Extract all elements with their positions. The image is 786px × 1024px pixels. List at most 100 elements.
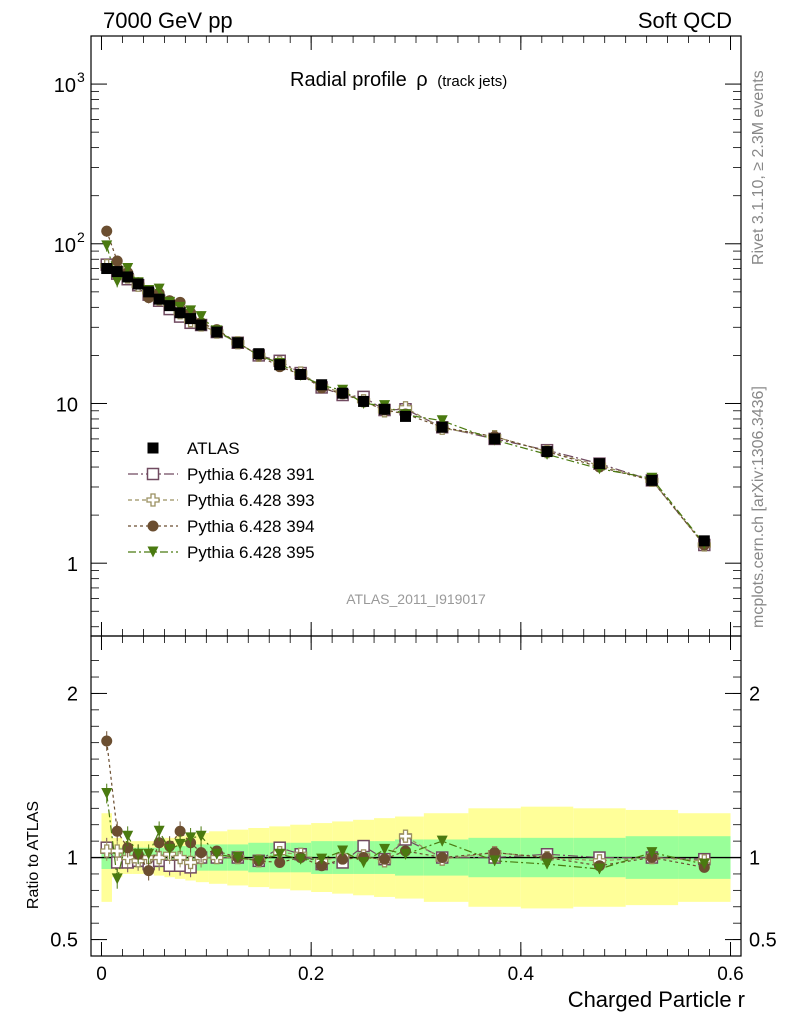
y-tick-exponent: 3 (77, 69, 85, 85)
y-tick-exponent: 2 (77, 229, 85, 245)
x-tick-label: 0.4 (508, 964, 535, 985)
ratio-point-pythia-6-428-395 (379, 843, 391, 855)
data-point-atlas (232, 337, 244, 349)
y-tick-label: 10 (54, 235, 76, 257)
data-point-atlas (274, 359, 286, 371)
data-point-pythia-6-428-394 (111, 255, 123, 267)
ratio-y-axis-label: Ratio to ATLAS (25, 801, 42, 909)
data-point-atlas (646, 474, 658, 486)
ratio-panel: 0 0.2 0.4 0.6 0.5 0.5 1 1 2 2 (50, 635, 777, 985)
ratio-point-pythia-6-428-395 (698, 858, 710, 870)
data-point-atlas (379, 403, 391, 415)
ratio-point-pythia-6-428-395 (174, 838, 186, 850)
ratio-point-pythia-6-428-395 (489, 855, 501, 867)
ratio-y-tick-label-right: 2 (749, 683, 760, 705)
data-point-atlas (101, 263, 113, 275)
ratio-point-pythia-6-428-395 (400, 848, 412, 860)
legend-marker-atlas (147, 442, 159, 454)
y-tick-label: 1 (67, 554, 78, 576)
ratio-point-pythia-6-428-393 (173, 850, 187, 865)
ratio-point-pythia-6-428-394 (101, 735, 113, 747)
ratio-point-pythia-6-428-395 (132, 848, 144, 860)
ratio-point-pythia-6-428-395 (646, 847, 658, 859)
x-axis-label: Charged Particle r (568, 987, 745, 1012)
legend: ATLAS Pythia 6.428 391 Pythia 6.428 393 Pyt… (128, 439, 315, 562)
rivet-label: Rivet 3.1.10, ≥ 2.3M events (750, 70, 767, 265)
data-point-atlas (185, 313, 197, 325)
data-point-atlas (132, 278, 144, 290)
ratio-point-pythia-6-428-395 (232, 852, 244, 864)
ratio-point-pythia-6-428-395 (195, 830, 207, 842)
chart-title-symbol: ρ (416, 69, 427, 91)
ratio-frame (90, 635, 742, 957)
legend-label-pythia-6-428-395: Pythia 6.428 395 (187, 543, 315, 562)
ratio-y-tick-label: 0.5 (50, 930, 78, 952)
series-line-pythia-6-428-394 (106, 230, 705, 546)
ratio-y-tick-label-right: 1 (749, 848, 760, 870)
data-point-atlas (211, 326, 223, 338)
data-point-atlas (153, 293, 165, 305)
legend-marker-pythia-6-428-391 (146, 467, 160, 481)
chart-title-main: Radial profile (290, 69, 407, 91)
data-point-atlas (316, 379, 328, 391)
ratio-point-pythia-6-428-394 (195, 847, 207, 859)
ratio-point-pythia-6-428-395 (316, 853, 328, 865)
data-point-atlas (358, 395, 370, 407)
ratio-point-pythia-6-428-395 (164, 843, 176, 855)
ratio-y-tick-label: 1 (67, 848, 78, 870)
data-point-atlas (698, 535, 710, 547)
data-point-atlas (253, 348, 265, 360)
ratio-point-pythia-6-428-394 (436, 852, 448, 864)
ratio-point-pythia-6-428-394 (379, 853, 391, 865)
ratio-point-pythia-6-428-395 (358, 856, 370, 868)
analysis-watermark: ATLAS_2011_I919017 (346, 591, 486, 607)
data-point-pythia-6-428-395 (111, 276, 123, 288)
ratio-line-pythia-6-428-394 (106, 740, 705, 873)
ratio-point-pythia-6-428-393 (152, 850, 166, 865)
ratio-point-pythia-6-428-395 (122, 830, 134, 842)
ratio-point-pythia-6-428-395 (274, 848, 286, 860)
ratio-point-pythia-6-428-395 (541, 858, 553, 870)
legend-label-atlas: ATLAS (187, 439, 240, 458)
data-point-atlas (111, 266, 123, 278)
chart-title-sub: (track jets) (437, 73, 507, 90)
ratio-point-pythia-6-428-395 (337, 845, 349, 857)
data-point-atlas (400, 410, 412, 422)
ratio-point-pythia-6-428-394 (143, 865, 155, 877)
data-point-atlas (195, 319, 207, 331)
ratio-y-tick-label-right: 0.5 (749, 930, 777, 952)
data-point-pythia-6-428-395 (195, 311, 207, 323)
legend-label-pythia-6-428-394: Pythia 6.428 394 (187, 517, 315, 536)
y-tick-label: 10 (56, 394, 78, 416)
x-tick-label: 0.2 (298, 964, 324, 985)
ratio-point-pythia-6-428-393 (398, 829, 413, 843)
source-label: mcplots.cern.ch [arXiv:1306.3436] (750, 386, 767, 628)
ratio-point-pythia-6-428-395 (111, 873, 123, 885)
ratio-point-pythia-6-428-395 (153, 825, 165, 837)
ratio-point-pythia-6-428-395 (185, 832, 197, 844)
ratio-point-pythia-6-428-393 (100, 844, 114, 858)
data-point-pythia-6-428-395 (101, 240, 113, 252)
x-tick-label: 0.6 (717, 964, 743, 985)
data-point-atlas (174, 307, 186, 319)
data-point-atlas (295, 368, 307, 380)
data-point-pythia-6-428-395 (185, 305, 197, 317)
ratio-point-pythia-6-428-394 (174, 825, 186, 837)
header-right: Soft QCD (638, 8, 732, 33)
y-tick-label: 10 (54, 75, 76, 97)
ratio-point-pythia-6-428-395 (211, 848, 223, 860)
data-point-atlas (337, 387, 349, 399)
data-point-pythia-6-428-395 (153, 283, 165, 295)
data-point-atlas (489, 433, 501, 445)
legend-label-pythia-6-428-393: Pythia 6.428 393 (187, 491, 315, 510)
ratio-point-pythia-6-428-394 (153, 837, 165, 849)
ratio-point-pythia-6-428-395 (143, 848, 155, 860)
ratio-point-pythia-6-428-395 (253, 855, 265, 867)
legend-marker-pythia-6-428-395 (147, 546, 159, 558)
data-point-pythia-6-428-395 (436, 415, 448, 427)
ratio-point-pythia-6-428-394 (111, 825, 123, 837)
ratio-point-pythia-6-428-393 (183, 855, 198, 870)
ratio-y-tick-label: 2 (67, 683, 78, 705)
ratio-point-pythia-6-428-394 (316, 860, 328, 872)
